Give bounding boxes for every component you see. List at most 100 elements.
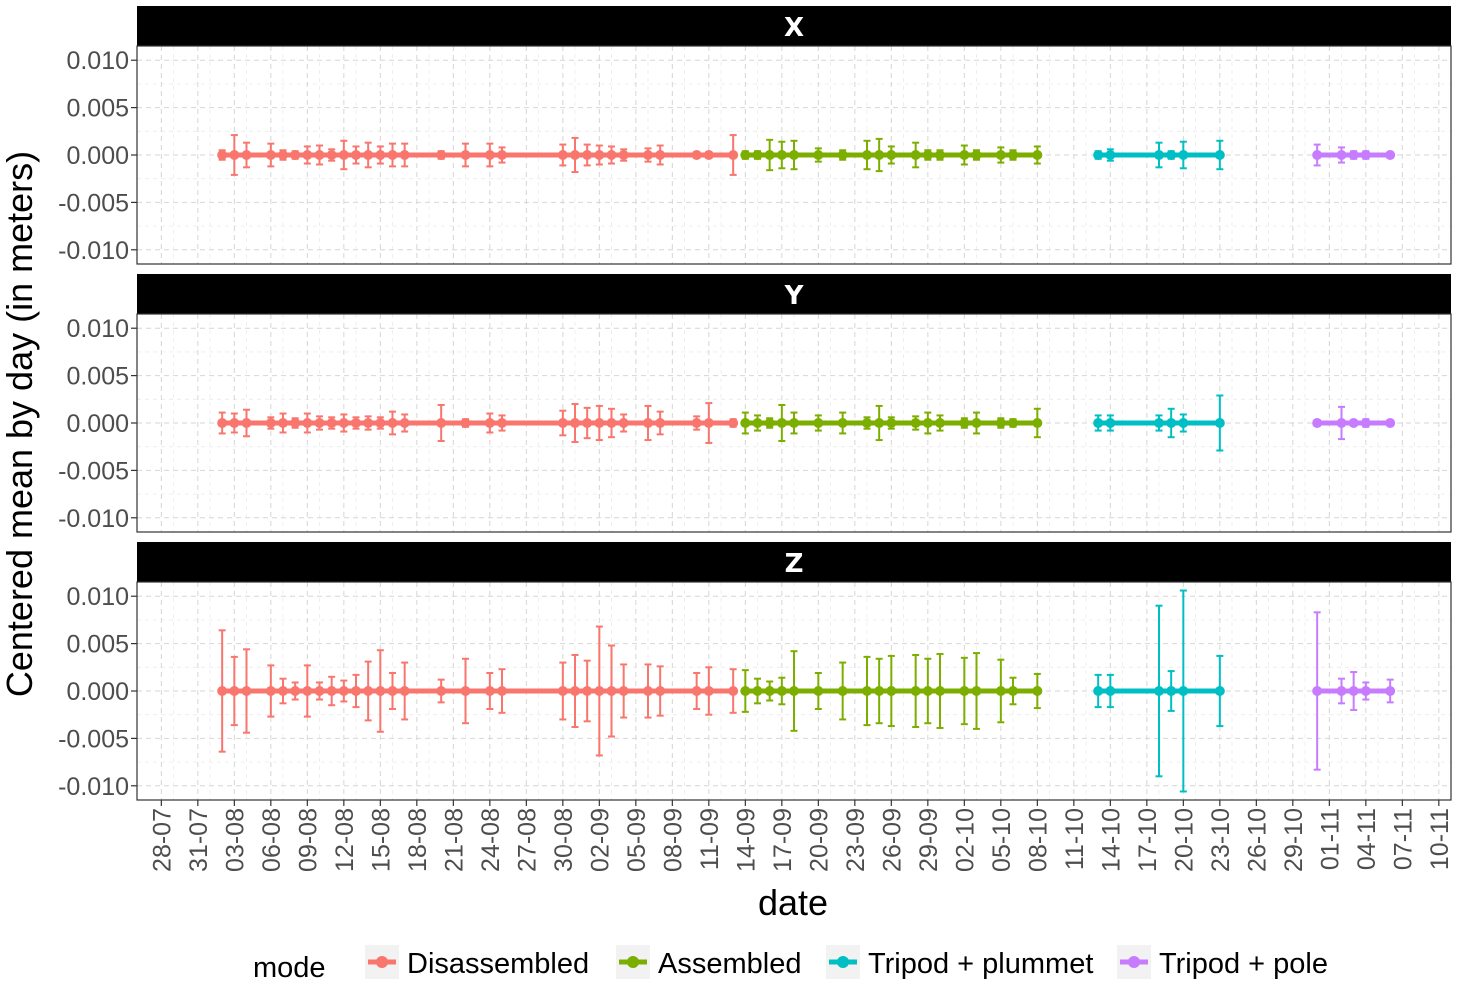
data-point (594, 418, 605, 428)
data-point (1178, 686, 1189, 696)
data-point (1336, 150, 1347, 160)
data-point (703, 150, 714, 160)
data-point (959, 150, 970, 160)
data-point (862, 418, 872, 428)
data-point (703, 686, 714, 696)
data-point (265, 418, 276, 428)
x-tick-label: 08-09 (659, 808, 687, 872)
data-point (1008, 418, 1018, 428)
data-point (594, 150, 605, 160)
facet-label: Z (785, 549, 804, 579)
y-tick-label: -0.005 (58, 189, 129, 217)
data-point (764, 150, 775, 160)
legend-label: Tripod + plummet (868, 948, 1093, 980)
x-tick-label: 20-09 (805, 808, 833, 872)
data-point (1093, 686, 1104, 696)
data-point (910, 418, 921, 428)
data-point (971, 686, 982, 696)
x-tick-label: 09-08 (294, 808, 322, 872)
data-point (570, 686, 580, 696)
data-point (728, 150, 739, 160)
data-point (655, 686, 666, 696)
data-point (971, 418, 982, 428)
data-point (217, 686, 228, 696)
series-tripod-pole (1312, 405, 1396, 441)
data-point (813, 418, 824, 428)
data-point (265, 150, 276, 160)
data-point (1214, 150, 1225, 160)
data-point (363, 418, 374, 428)
data-point (837, 418, 848, 428)
data-point (484, 150, 495, 160)
x-tick-label: 05-09 (623, 808, 651, 872)
data-point (606, 686, 617, 696)
panel-border (136, 45, 1452, 265)
y-tick-label: -0.010 (58, 237, 129, 265)
data-point (1008, 686, 1018, 696)
data-point (241, 686, 252, 696)
data-point (351, 150, 361, 160)
data-point (1008, 150, 1018, 160)
data-point (1032, 150, 1043, 160)
data-point (460, 418, 471, 428)
legend-label: Disassembled (407, 948, 589, 980)
panel-border (136, 581, 1452, 801)
y-tick-label: -0.010 (58, 773, 129, 801)
data-point (776, 150, 787, 160)
data-point (910, 686, 921, 696)
data-point (655, 150, 666, 160)
data-point (995, 686, 1006, 696)
data-point (375, 686, 386, 696)
data-point (910, 150, 921, 160)
data-point (497, 686, 507, 696)
legend-item-tripod-pole: Tripod + pole (1117, 945, 1328, 980)
x-tick-label: 29-09 (915, 808, 943, 872)
data-point (497, 418, 507, 428)
data-point (752, 418, 763, 428)
data-point (1385, 150, 1396, 160)
data-point (1360, 150, 1371, 160)
data-point (436, 150, 447, 160)
data-point (436, 686, 447, 696)
data-point (643, 418, 653, 428)
data-point (886, 150, 897, 160)
data-point (1154, 418, 1164, 428)
legend-title: mode (253, 952, 326, 984)
data-point (1032, 686, 1043, 696)
data-point (1154, 150, 1164, 160)
series-disassembled (217, 134, 739, 176)
data-point (740, 418, 751, 428)
legend-label: Tripod + pole (1159, 948, 1328, 980)
data-point (691, 150, 702, 160)
x-tick-label: 24-08 (477, 808, 505, 872)
data-point (1312, 418, 1323, 428)
data-point (643, 686, 653, 696)
data-point (1032, 418, 1043, 428)
data-point (570, 418, 580, 428)
x-tick-label: 02-09 (586, 808, 614, 872)
y-tick-label: 0.000 (66, 678, 129, 706)
series-assembled (740, 650, 1043, 732)
data-point (229, 150, 240, 160)
data-point (302, 150, 313, 160)
facet-panels: X -0.010 -0.005 0.000 0.005 0.010 Y -0.010 -0.00… (58, 6, 1452, 801)
y-tick-label: -0.005 (58, 457, 129, 485)
x-tick-label: 20-10 (1170, 808, 1198, 872)
data-point (1214, 686, 1225, 696)
data-point (764, 686, 775, 696)
data-point (582, 150, 593, 160)
facet-strip (137, 274, 1451, 314)
data-point (776, 418, 787, 428)
legend-key-point (627, 956, 639, 968)
data-point (1166, 418, 1177, 428)
data-point (278, 418, 288, 428)
data-point (935, 150, 945, 160)
data-point (557, 686, 568, 696)
data-point (618, 686, 629, 696)
data-point (874, 418, 885, 428)
x-tick-label: 23-09 (842, 808, 870, 872)
data-point (728, 686, 739, 696)
x-tick-label: 29-10 (1280, 808, 1308, 872)
x-axis-title: date (758, 882, 828, 923)
